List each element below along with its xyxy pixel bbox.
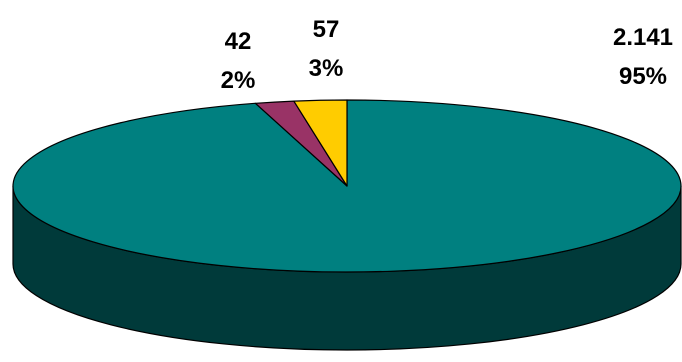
pie-slice-2 [293,99,348,187]
data-label-value-0: 2.141 [613,24,673,51]
data-label-percent-0: 95% [619,63,667,90]
data-label-percent-2: 3% [309,55,344,82]
data-label-value-1: 42 [225,28,252,55]
data-label-percent-1: 2% [221,67,256,94]
data-label-value-2: 57 [313,16,340,43]
